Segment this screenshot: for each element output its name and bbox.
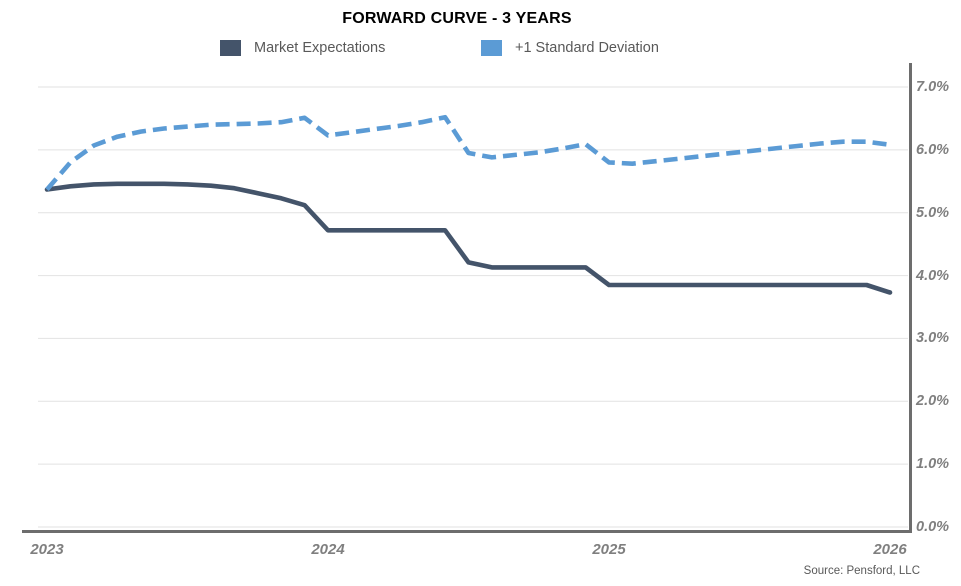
source-credit: Source: Pensford, LLC xyxy=(803,565,920,577)
y-axis-tick-label: 6.0% xyxy=(916,142,950,158)
y-axis-tick-label: 4.0% xyxy=(916,268,950,284)
chart-title: FORWARD CURVE - 3 YEARS xyxy=(342,10,572,27)
legend-item-std-deviation: +1 Standard Deviation xyxy=(481,39,659,57)
y-axis-tick-label: 3.0% xyxy=(916,330,950,346)
market-expectations-swatch xyxy=(220,40,241,56)
y-axis-tick-label: 5.0% xyxy=(916,205,950,221)
x-axis-tick-label: 2024 xyxy=(311,541,345,558)
legend-label-market-expectations: Market Expectations xyxy=(254,40,386,56)
y-axis-tick-label: 2.0% xyxy=(916,393,950,409)
x-axis-tick-label: 2025 xyxy=(592,541,626,558)
std-deviation-swatch xyxy=(481,40,502,56)
legend-label-std-deviation: +1 Standard Deviation xyxy=(515,40,659,56)
market-expectations-line xyxy=(44,181,893,295)
y-axis-tick-label: 0.0% xyxy=(916,519,950,535)
x-axis-tick-label: 2023 xyxy=(30,541,64,558)
legend-item-market-expectations: Market Expectations xyxy=(220,39,385,57)
y-axis-tick-label: 7.0% xyxy=(916,79,950,95)
x-axis-tick-label: 2026 xyxy=(873,541,907,558)
y-axis-tick-label: 1.0% xyxy=(916,456,950,472)
1-standard-deviation-line xyxy=(45,114,891,192)
